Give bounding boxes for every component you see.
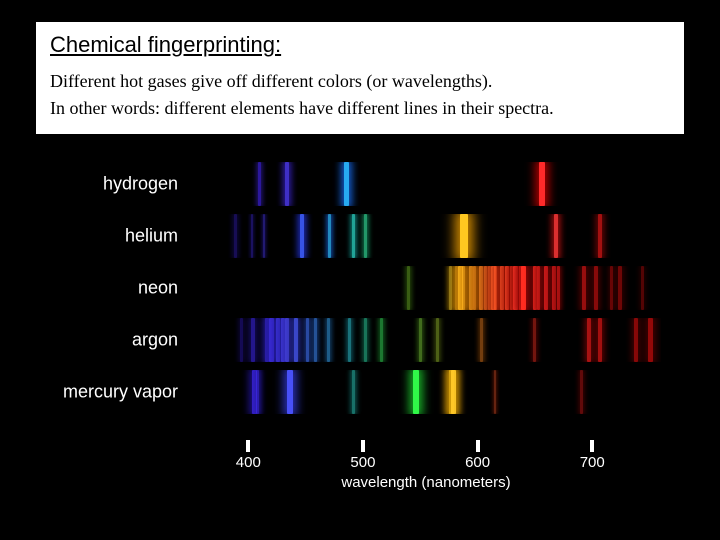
spectral-line (494, 370, 496, 414)
spectral-line (269, 318, 274, 362)
spectral-line (473, 266, 476, 310)
axis-tick (476, 440, 480, 452)
spectral-line (413, 370, 419, 414)
spectral-line (480, 318, 483, 362)
element-label: helium (125, 226, 178, 247)
spectral-line (648, 318, 653, 362)
spectral-line (544, 266, 548, 310)
spectral-line (598, 214, 602, 258)
spectral-line (314, 318, 317, 362)
header-box: Chemical fingerprinting: Different hot g… (36, 22, 684, 134)
axis-tick (246, 440, 250, 452)
body-line-2: In other words: different elements have … (50, 95, 670, 122)
spectral-line (306, 318, 309, 362)
spectral-line (234, 214, 237, 258)
spectral-line (554, 214, 558, 258)
spectrum-bar (191, 214, 661, 258)
spectral-line (364, 318, 367, 362)
spectral-line (587, 318, 591, 362)
spectrum-row-argon: argon (36, 318, 684, 362)
spectral-line (539, 162, 545, 206)
axis-tick-label: 700 (580, 454, 605, 471)
spectral-line (537, 266, 540, 310)
spectral-line (460, 214, 468, 258)
element-label: mercury vapor (63, 382, 178, 403)
spectral-line (451, 370, 456, 414)
spectral-line (327, 318, 330, 362)
spectrum-bar (191, 318, 661, 362)
axis-title: wavelength (nanometers) (341, 474, 510, 491)
spectrum-bar (191, 266, 661, 310)
spectral-line (618, 266, 622, 310)
spectral-line (352, 370, 355, 414)
spectral-line (251, 318, 255, 362)
axis-tick-label: 600 (465, 454, 490, 471)
spectral-line (533, 318, 536, 362)
spectrum-row-neon: neon (36, 266, 684, 310)
axis-tick (590, 440, 594, 452)
spectral-line (494, 266, 497, 310)
spectral-line (557, 266, 560, 310)
spectral-line (610, 266, 613, 310)
spectral-line (484, 266, 487, 310)
spectral-line (276, 318, 280, 362)
spectral-line (352, 214, 355, 258)
spectral-line (285, 318, 289, 362)
spectral-line (582, 266, 586, 310)
element-label: neon (138, 278, 178, 299)
spectral-line (344, 162, 349, 206)
spectral-line (580, 370, 583, 414)
spectral-line (598, 318, 602, 362)
body-line-1: Different hot gases give off different c… (50, 68, 670, 95)
spectral-line (500, 266, 504, 310)
spectral-line (240, 318, 243, 362)
spectrum-row-helium: helium (36, 214, 684, 258)
spectral-line (407, 266, 410, 310)
spectral-line (594, 266, 598, 310)
spectral-line (251, 214, 253, 258)
element-label: hydrogen (103, 174, 178, 195)
page-title: Chemical fingerprinting: (50, 32, 670, 58)
spectrum-row-mercury-vapor: mercury vapor (36, 370, 684, 414)
spectrum-bar (191, 370, 661, 414)
spectral-line (294, 318, 298, 362)
spectral-line (287, 370, 293, 414)
spectral-line (256, 370, 259, 414)
spectrum-bar (191, 162, 661, 206)
spectral-line (634, 318, 638, 362)
spectral-line (380, 318, 383, 362)
spectral-line (552, 266, 556, 310)
spectral-line (521, 266, 526, 310)
spectral-line (263, 214, 265, 258)
spectral-line (348, 318, 351, 362)
spectral-line (419, 318, 422, 362)
axis-tick-label: 400 (236, 454, 261, 471)
axis-tick (361, 440, 365, 452)
spectral-line (479, 266, 483, 310)
spectral-line (462, 266, 465, 310)
spectra-region: hydrogen helium neon argon mercury vapor 400 5… (36, 150, 684, 510)
spectral-line (300, 214, 304, 258)
spectral-line (449, 266, 452, 310)
spectral-line (285, 162, 289, 206)
spectrum-row-hydrogen: hydrogen (36, 162, 684, 206)
spectral-line (505, 266, 509, 310)
spectral-line (513, 266, 518, 310)
spectral-line (258, 162, 261, 206)
spectral-line (488, 266, 491, 310)
axis-tick-label: 500 (350, 454, 375, 471)
spectral-line (281, 318, 285, 362)
spectral-line (436, 318, 439, 362)
spectral-line (364, 214, 367, 258)
spectral-line (328, 214, 331, 258)
spectral-line (641, 266, 644, 310)
element-label: argon (132, 330, 178, 351)
